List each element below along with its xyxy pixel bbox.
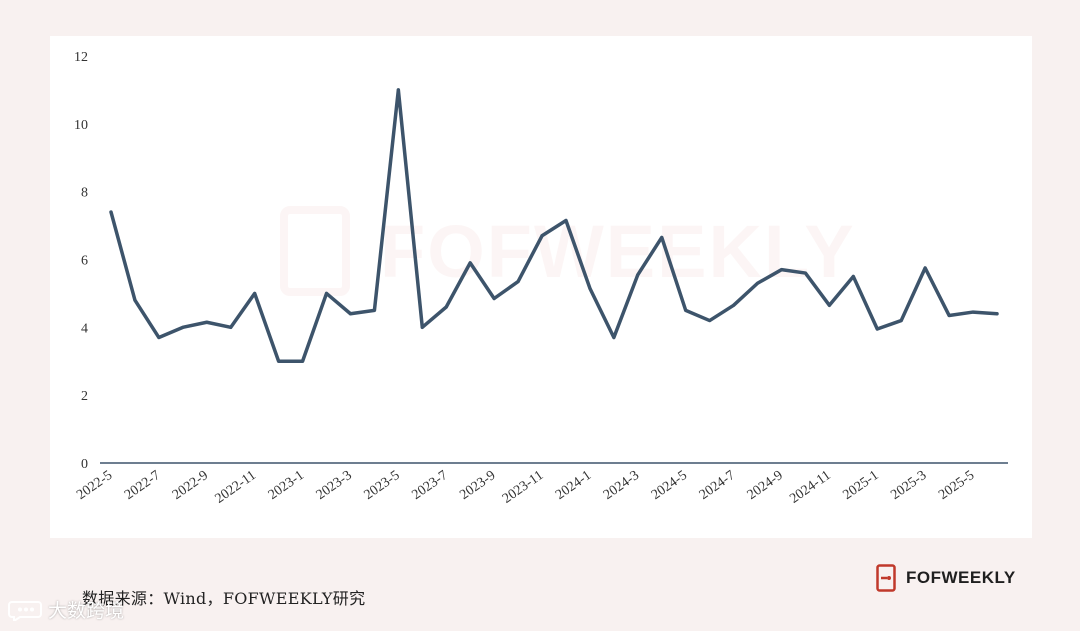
data-point xyxy=(133,298,137,302)
x-tick-label: 2025-1 xyxy=(840,468,881,503)
x-tick-label: 2024-1 xyxy=(553,468,594,503)
data-point xyxy=(540,234,544,238)
data-point xyxy=(372,308,376,312)
data-point xyxy=(660,235,664,239)
x-tick-label: 2022-11 xyxy=(213,468,259,507)
data-point xyxy=(109,210,113,214)
data-point xyxy=(516,280,520,284)
chat-bubble-icon xyxy=(8,600,42,621)
data-point xyxy=(444,305,448,309)
x-tick-label: 2023-9 xyxy=(457,468,498,503)
corner-watermark: 大数跨境 xyxy=(8,596,124,623)
data-point xyxy=(803,271,807,275)
data-point xyxy=(157,336,161,340)
data-point xyxy=(253,291,257,295)
data-point xyxy=(708,319,712,323)
y-tick-label: 4 xyxy=(81,321,88,336)
series-points xyxy=(109,88,999,363)
series-line xyxy=(109,88,999,363)
brand-name: FOFWEEKLY xyxy=(906,568,1016,587)
data-point xyxy=(684,308,688,312)
data-point xyxy=(325,291,329,295)
data-point xyxy=(971,310,975,314)
brand-logo: FOFWEEKLY xyxy=(876,562,1016,594)
x-tick-label: 2023-3 xyxy=(314,468,355,503)
data-point xyxy=(779,268,783,272)
data-point xyxy=(995,312,999,316)
y-tick-label: 6 xyxy=(81,254,88,269)
x-tick-label: 2025-5 xyxy=(936,468,977,503)
data-point xyxy=(612,336,616,340)
data-point xyxy=(732,303,736,307)
x-tick-label: 2023-11 xyxy=(500,468,546,507)
y-tick-label: 12 xyxy=(74,50,88,65)
data-point xyxy=(420,325,424,329)
data-point xyxy=(756,281,760,285)
data-point xyxy=(851,274,855,278)
data-point xyxy=(875,327,879,331)
data-point xyxy=(229,325,233,329)
data-point xyxy=(205,320,209,324)
y-tick-label: 10 xyxy=(74,118,88,133)
data-point xyxy=(492,297,496,301)
x-tick-label: 2024-3 xyxy=(601,468,642,503)
x-tick-label: 2025-3 xyxy=(888,468,929,503)
x-tick-label: 2022-9 xyxy=(170,468,211,503)
x-tick-label: 2022-5 xyxy=(74,468,115,503)
y-tick-label: 8 xyxy=(81,186,88,201)
data-point xyxy=(636,273,640,277)
y-axis-ticks: 0 2 4 6 8 10 12 xyxy=(74,50,88,472)
data-point xyxy=(564,218,568,222)
chart-panel xyxy=(50,36,1032,538)
data-point xyxy=(923,266,927,270)
data-point xyxy=(277,359,281,363)
x-axis-ticks: 2022-5 2022-7 2022-9 2022-11 2023-1 2023-3 202… xyxy=(74,468,977,507)
x-tick-label: 2023-1 xyxy=(266,468,307,503)
data-point xyxy=(827,303,831,307)
x-tick-label: 2022-7 xyxy=(122,468,163,503)
y-tick-label: 2 xyxy=(81,389,88,404)
source-note: 数据来源：Wind，FOFWEEKLY研究 xyxy=(82,589,366,608)
data-point xyxy=(588,286,592,290)
corner-watermark-text: 大数跨境 xyxy=(48,600,125,622)
x-tick-label: 2024-11 xyxy=(787,468,833,507)
x-tick-label: 2024-5 xyxy=(649,468,690,503)
data-point xyxy=(348,312,352,316)
data-point xyxy=(396,88,400,92)
x-tick-label: 2024-7 xyxy=(697,468,738,503)
data-point xyxy=(947,313,951,317)
data-point xyxy=(301,359,305,363)
y-tick-label: 0 xyxy=(81,457,88,472)
x-tick-label: 2024-9 xyxy=(745,468,786,503)
data-point xyxy=(899,319,903,323)
data-point xyxy=(181,325,185,329)
fofweekly-logo-icon xyxy=(876,564,896,592)
x-tick-label: 2023-7 xyxy=(409,468,450,503)
data-point xyxy=(468,261,472,265)
x-tick-label: 2023-5 xyxy=(362,468,403,503)
